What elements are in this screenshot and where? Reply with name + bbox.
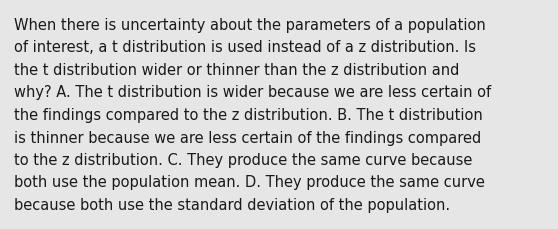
Text: why? A. The t distribution is wider because we are less certain of: why? A. The t distribution is wider beca…	[14, 85, 491, 100]
Text: to the z distribution. C. They produce the same curve because: to the z distribution. C. They produce t…	[14, 152, 473, 167]
Text: is thinner because we are less certain of the findings compared: is thinner because we are less certain o…	[14, 130, 481, 145]
Text: of interest, a t distribution is used instead of a z distribution. Is: of interest, a t distribution is used in…	[14, 40, 476, 55]
Text: because both use the standard deviation of the population.: because both use the standard deviation …	[14, 197, 450, 212]
Text: the t distribution wider or thinner than the z distribution and: the t distribution wider or thinner than…	[14, 63, 459, 78]
Text: When there is uncertainty about the parameters of a population: When there is uncertainty about the para…	[14, 18, 486, 33]
Text: both use the population mean. D. They produce the same curve: both use the population mean. D. They pr…	[14, 175, 485, 190]
Text: the findings compared to the z distribution. B. The t distribution: the findings compared to the z distribut…	[14, 108, 483, 123]
